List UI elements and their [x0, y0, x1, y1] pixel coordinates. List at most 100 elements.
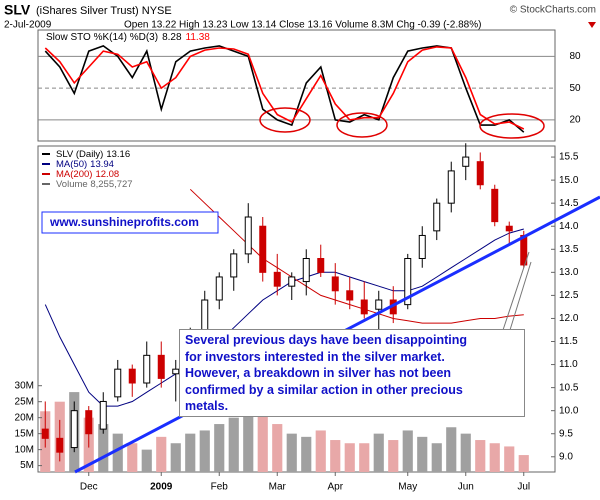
volume-bar [98, 424, 109, 472]
candle-body [244, 216, 252, 255]
candle-body [259, 225, 267, 273]
price-panel [37, 145, 556, 473]
legend-text: SLV (Daily) [56, 149, 103, 160]
candle-body [215, 276, 223, 301]
volume-bar [489, 443, 500, 472]
y2-tick-label: 25M [15, 396, 34, 407]
note-box: Several previous days have been disappoi… [179, 329, 525, 417]
volume-bar [199, 430, 210, 472]
candle-body [230, 253, 238, 278]
line-series [44, 46, 525, 130]
y-tick-label: 13.5 [559, 244, 579, 255]
y-tick-label: 15.0 [559, 175, 579, 186]
y2-tick-label: 20M [15, 412, 34, 423]
x-tick-label: Jul [517, 482, 530, 493]
url: www.sunshineprofits.com [49, 215, 199, 229]
volume-bar [330, 440, 341, 472]
legend-entry: SLV (Daily) 13.16 [56, 149, 130, 160]
volume-bar [373, 433, 384, 472]
note-line: confirmed by a similar action in other p… [185, 382, 463, 397]
note-line: for investors interested in the silver m… [185, 349, 445, 364]
volume-bar [359, 443, 370, 472]
x-tick-label: Dec [80, 482, 98, 493]
candle-body [447, 170, 455, 204]
volume-bar [301, 436, 312, 472]
legend-text: MA(50) [56, 159, 87, 170]
y-tick-label: 10.0 [559, 405, 579, 416]
y-tick-label: 80 [569, 51, 581, 62]
x-tick-label: May [398, 482, 417, 493]
x-tick-label: Mar [269, 482, 287, 493]
volume-bar [475, 440, 486, 472]
legend-text: 13.94 [90, 159, 114, 170]
x-tick-label: Jun [458, 482, 474, 493]
candle-body [41, 428, 49, 439]
volume-bar [141, 449, 152, 472]
highlight-ellipse [259, 107, 311, 133]
y2-tick-label: 10M [15, 444, 34, 455]
candle-body [462, 156, 470, 167]
symbol: SLV [4, 2, 31, 18]
y-tick-label: 13.0 [559, 267, 579, 278]
legend-entry: MA(200) 12.08 [56, 169, 119, 180]
note-line: metals. [185, 399, 229, 413]
legend-text: 13.16 [106, 149, 130, 160]
stochastic-layer: 20 50 80 Slow STO %K(14) %D(3) 8.28 11.38 [38, 32, 581, 133]
legend-text: 12.08 [95, 169, 119, 180]
candle-body [172, 368, 180, 375]
legend-value: 8.28 [162, 32, 182, 43]
candle-body [404, 258, 412, 306]
x-tick-label: Apr [327, 482, 343, 493]
y-tick-label: 14.5 [559, 198, 579, 209]
legend-value: Slow STO %K(14) %D(3) [46, 32, 158, 43]
volume-bar [402, 430, 413, 472]
candle-body [346, 290, 354, 301]
stochastic-panel [37, 29, 556, 142]
volume-bar [214, 424, 225, 472]
candle-body [56, 437, 64, 453]
stats: Open 13.22 High 13.23 Low 13.14 Close 13… [124, 20, 481, 31]
volume-bar [518, 455, 529, 472]
volume-bar [156, 436, 167, 472]
y-tick-label: 11.5 [559, 336, 578, 347]
volume-bar [344, 443, 355, 472]
candle-body [157, 354, 165, 379]
volume-bar [127, 443, 138, 472]
legend-entry: MA(50) 13.94 [56, 159, 114, 170]
legend-text: Volume 8,255,727 [56, 179, 133, 190]
volume-bar [170, 443, 181, 472]
volume-bar [257, 404, 268, 472]
candle-body [418, 234, 426, 260]
y2-tick-label: 5M [20, 460, 34, 471]
candle-body [476, 161, 484, 186]
volume-bar [431, 443, 442, 472]
candle-body [143, 354, 151, 384]
y-tick-label: 12.0 [559, 313, 579, 324]
note-line: However, a breakdown in silver has not b… [185, 366, 452, 380]
y-tick-label: 10.5 [559, 382, 579, 393]
highlight-ellipse [336, 112, 388, 138]
y2-tick-label: 30M [15, 380, 34, 391]
volume-bar [228, 417, 239, 472]
candle-body [331, 276, 339, 292]
volume-bar [286, 433, 297, 472]
candle-body [491, 188, 499, 223]
y-tick-label: 9.5 [559, 428, 573, 439]
annotations: www.sunshineprofits.com [41, 107, 600, 474]
price-layer: 5M 10M 15M 20M 25M 30M 9.0 9.5 10.0 10.5 11.0 11.5 1… [15, 143, 579, 493]
x-tick-label: 2009 [150, 482, 173, 493]
candle-body [70, 410, 78, 449]
pointer-line [502, 251, 530, 331]
candle-body [302, 258, 310, 283]
volume-bar [243, 411, 254, 472]
candle-body [273, 271, 281, 287]
line-series [44, 228, 524, 407]
y-tick-label: 50 [569, 83, 581, 94]
volume-bar [446, 427, 457, 472]
y2-tick-label: 15M [15, 428, 34, 439]
volume-bar [388, 440, 399, 472]
candle-body [375, 299, 383, 310]
candle-body [99, 400, 107, 430]
